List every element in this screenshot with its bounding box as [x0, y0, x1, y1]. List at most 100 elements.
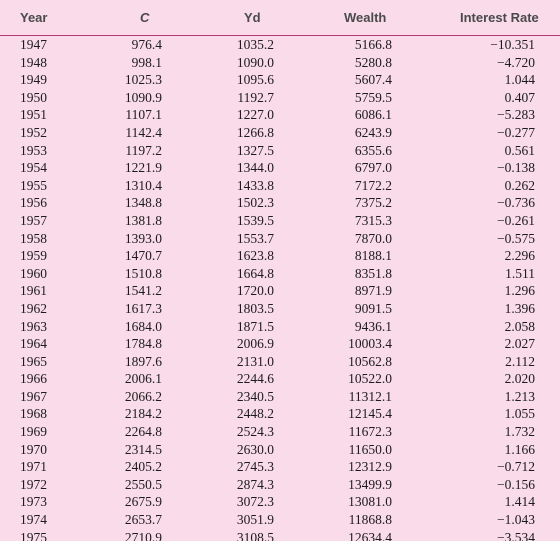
cell-interest-rate: −5.283 [497, 107, 535, 123]
cell-c: 2006.1 [124, 371, 162, 387]
cell-c: 976.4 [131, 37, 162, 52]
cell-year: 1960 [20, 265, 47, 281]
cell-year: 1970 [20, 441, 47, 457]
cell-year: 1958 [20, 230, 47, 246]
cell-c: 1510.8 [124, 265, 162, 281]
table-row: 1965 1897.6 2131.0 10562.8 2.112 [0, 353, 560, 371]
cell-yd: 2244.6 [236, 371, 274, 387]
header-interest-rate: Interest Rate [460, 10, 539, 25]
cell-interest-rate: 1.396 [504, 300, 535, 316]
cell-yd: 2340.5 [236, 388, 274, 404]
cell-yd: 1192.7 [237, 89, 274, 105]
cell-interest-rate: −0.736 [497, 195, 535, 211]
cell-year: 1953 [20, 142, 47, 158]
table-row: 1959 1470.7 1623.8 8188.1 2.296 [0, 247, 560, 265]
cell-interest-rate: −0.712 [497, 459, 535, 475]
cell-wealth: 11868.8 [348, 512, 392, 528]
cell-yd: 2630.0 [236, 441, 274, 457]
cell-interest-rate: 0.407 [504, 89, 535, 105]
table-row: 1969 2264.8 2524.3 11672.3 1.732 [0, 423, 560, 441]
cell-year: 1969 [20, 424, 47, 440]
cell-wealth: 11650.0 [348, 441, 392, 457]
table-row: 1963 1684.0 1871.5 9436.1 2.058 [0, 318, 560, 336]
cell-yd: 1623.8 [236, 248, 274, 264]
cell-year: 1973 [20, 494, 47, 510]
cell-year: 1961 [20, 283, 47, 299]
header-c: C [140, 10, 150, 25]
cell-c: 1784.8 [124, 336, 162, 352]
cell-c: 1090.9 [124, 89, 162, 105]
cell-wealth: 7870.0 [354, 230, 392, 246]
cell-year: 1949 [20, 72, 47, 88]
cell-wealth: 7375.2 [354, 195, 392, 211]
table-body: 1947 976.4 1035.2 5166.8 −10.351 1948 998.1 109… [0, 36, 560, 541]
cell-c: 2710.9 [124, 529, 162, 541]
table-row: 1957 1381.8 1539.5 7315.3 −0.261 [0, 212, 560, 230]
cell-year: 1955 [20, 177, 47, 193]
cell-wealth: 10562.8 [348, 353, 392, 369]
table-row: 1953 1197.2 1327.5 6355.6 0.561 [0, 142, 560, 160]
header-yd: Yd [244, 10, 261, 25]
cell-yd: 2745.3 [236, 459, 274, 475]
cell-interest-rate: 1.166 [504, 441, 535, 457]
cell-yd: 1090.0 [236, 54, 274, 70]
cell-c: 1348.8 [124, 195, 162, 211]
cell-yd: 1539.5 [236, 212, 274, 228]
cell-wealth: 12145.4 [348, 406, 392, 422]
cell-year: 1947 [20, 37, 47, 52]
cell-c: 2653.7 [124, 512, 162, 528]
cell-c: 1310.4 [124, 177, 162, 193]
table-row: 1962 1617.3 1803.5 9091.5 1.396 [0, 300, 560, 318]
cell-wealth: 11672.3 [348, 424, 392, 440]
cell-interest-rate: 2.296 [504, 248, 535, 264]
cell-c: 1897.6 [124, 353, 162, 369]
cell-yd: 2006.9 [236, 336, 274, 352]
cell-wealth: 6355.6 [354, 142, 392, 158]
cell-yd: 1095.6 [236, 72, 274, 88]
table-row: 1972 2550.5 2874.3 13499.9 −0.156 [0, 476, 560, 494]
cell-wealth: 12634.4 [348, 529, 392, 541]
table-row: 1970 2314.5 2630.0 11650.0 1.166 [0, 441, 560, 459]
cell-wealth: 6243.9 [354, 124, 392, 140]
header-year: Year [20, 10, 48, 25]
cell-yd: 1227.0 [236, 107, 274, 123]
cell-year: 1959 [20, 248, 47, 264]
cell-c: 1381.8 [124, 212, 162, 228]
cell-c: 1107.1 [125, 107, 162, 123]
cell-yd: 1553.7 [236, 230, 274, 246]
cell-c: 1142.4 [125, 124, 162, 140]
cell-wealth: 6086.1 [354, 107, 392, 123]
cell-interest-rate: 1.414 [504, 494, 535, 510]
table-row: 1947 976.4 1035.2 5166.8 −10.351 [0, 36, 560, 54]
cell-c: 1221.9 [124, 160, 162, 176]
cell-year: 1967 [20, 388, 47, 404]
table-row: 1964 1784.8 2006.9 10003.4 2.027 [0, 335, 560, 353]
cell-interest-rate: −0.277 [497, 124, 535, 140]
cell-year: 1971 [20, 459, 47, 475]
cell-year: 1951 [20, 107, 47, 123]
cell-year: 1950 [20, 89, 47, 105]
cell-wealth: 7315.3 [354, 212, 392, 228]
cell-interest-rate: −0.156 [497, 476, 535, 492]
cell-year: 1972 [20, 476, 47, 492]
table-row: 1951 1107.1 1227.0 6086.1 −5.283 [0, 106, 560, 124]
cell-yd: 1803.5 [236, 300, 274, 316]
table-row: 1967 2066.2 2340.5 11312.1 1.213 [0, 388, 560, 406]
cell-year: 1962 [20, 300, 47, 316]
table-row: 1954 1221.9 1344.0 6797.0 −0.138 [0, 159, 560, 177]
table-header: Year C Yd Wealth Interest Rate [0, 0, 560, 36]
cell-c: 2314.5 [124, 441, 162, 457]
cell-wealth: 11312.1 [348, 388, 392, 404]
cell-year: 1954 [20, 160, 47, 176]
table-row: 1949 1025.3 1095.6 5607.4 1.044 [0, 71, 560, 89]
cell-year: 1974 [20, 512, 47, 528]
cell-yd: 3108.5 [236, 529, 274, 541]
cell-wealth: 6797.0 [354, 160, 392, 176]
cell-yd: 1664.8 [236, 265, 274, 281]
cell-yd: 1720.0 [236, 283, 274, 299]
cell-interest-rate: −0.138 [497, 160, 535, 176]
cell-c: 998.1 [131, 54, 162, 70]
cell-wealth: 13499.9 [348, 476, 392, 492]
cell-wealth: 9436.1 [354, 318, 392, 334]
